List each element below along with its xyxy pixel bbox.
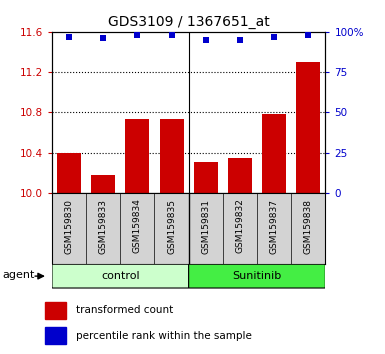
- Text: GSM159838: GSM159838: [304, 199, 313, 253]
- FancyBboxPatch shape: [189, 264, 325, 288]
- Text: GSM159830: GSM159830: [65, 199, 74, 253]
- Text: transformed count: transformed count: [76, 306, 173, 315]
- Bar: [126, 119, 149, 193]
- Text: GSM159835: GSM159835: [167, 199, 176, 253]
- Title: GDS3109 / 1367651_at: GDS3109 / 1367651_at: [108, 16, 270, 29]
- Point: [305, 32, 311, 38]
- Bar: [45, 327, 65, 344]
- Text: Sunitinib: Sunitinib: [233, 270, 281, 281]
- Bar: [194, 162, 218, 193]
- Point: [134, 32, 141, 38]
- Point: [203, 37, 209, 43]
- Text: GSM159834: GSM159834: [133, 199, 142, 253]
- Text: GSM159831: GSM159831: [201, 199, 210, 253]
- Point: [237, 37, 243, 43]
- Text: GSM159832: GSM159832: [235, 199, 244, 253]
- Text: GSM159833: GSM159833: [99, 199, 108, 253]
- Point: [66, 34, 72, 40]
- FancyBboxPatch shape: [52, 264, 189, 288]
- Text: GSM159837: GSM159837: [270, 199, 279, 253]
- Text: percentile rank within the sample: percentile rank within the sample: [76, 331, 252, 341]
- Text: agent: agent: [3, 270, 35, 280]
- Bar: [262, 114, 286, 193]
- Bar: [160, 119, 184, 193]
- Point: [271, 34, 277, 40]
- Bar: [45, 302, 65, 319]
- Point: [100, 35, 106, 41]
- Bar: [296, 62, 320, 193]
- Text: control: control: [101, 270, 140, 281]
- Bar: [57, 153, 81, 193]
- Point: [169, 32, 175, 38]
- Bar: [228, 158, 252, 193]
- Bar: [91, 175, 115, 193]
